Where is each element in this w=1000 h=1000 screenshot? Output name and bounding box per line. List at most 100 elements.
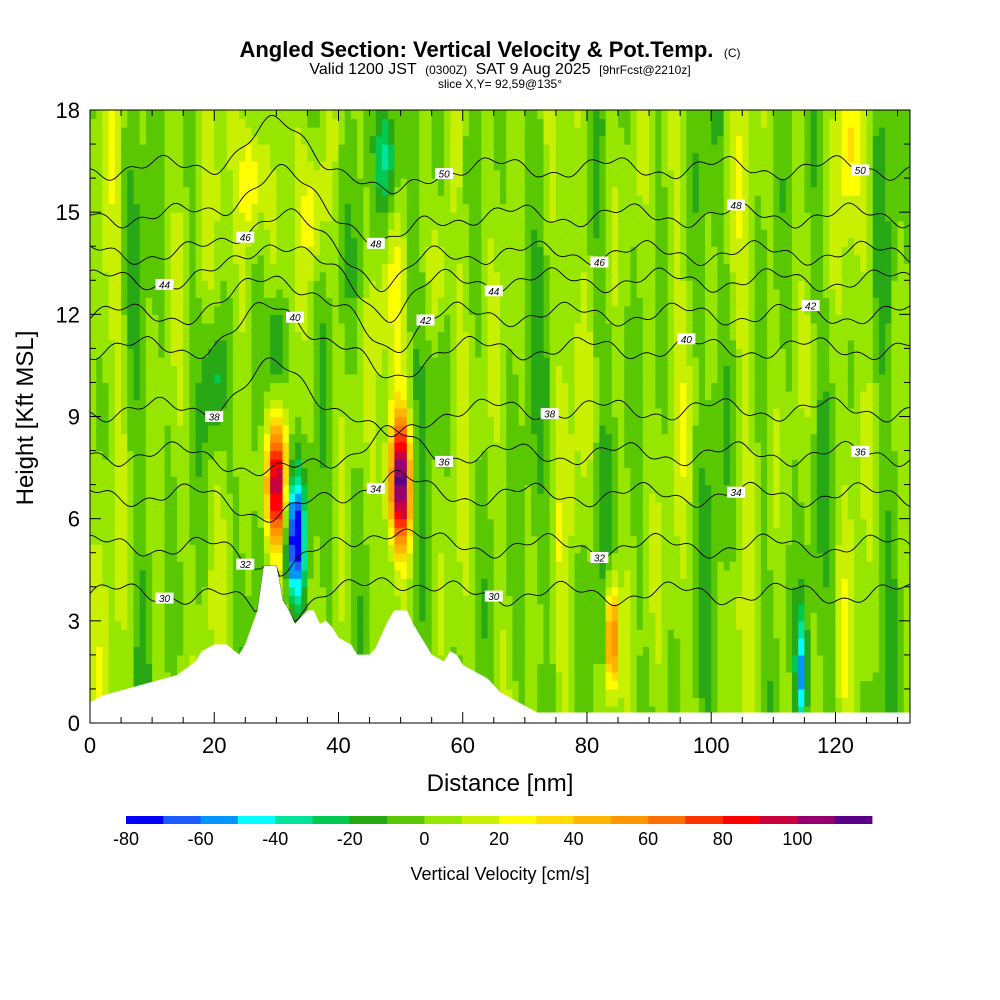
field-cell	[437, 399, 445, 409]
field-cell	[96, 501, 104, 511]
field-cell	[220, 305, 228, 315]
field-cell	[96, 518, 104, 528]
field-cell	[493, 671, 501, 682]
field-cell	[450, 450, 458, 460]
field-cell	[226, 263, 234, 273]
field-cell	[288, 195, 296, 205]
field-cell	[431, 561, 439, 571]
field-cell	[307, 561, 315, 571]
field-cell	[444, 416, 451, 426]
field-cell	[251, 407, 259, 418]
field-cell	[145, 118, 153, 128]
field-cell	[425, 595, 433, 605]
field-cell	[350, 620, 358, 630]
field-cell	[183, 263, 190, 273]
field-cell	[357, 612, 364, 622]
field-cell	[512, 186, 520, 196]
field-cell	[350, 195, 358, 205]
field-cell	[220, 484, 228, 494]
field-cell	[90, 169, 97, 179]
field-cell	[468, 144, 476, 154]
field-cell	[195, 203, 203, 213]
field-cell	[96, 595, 104, 605]
field-cell	[183, 135, 190, 145]
field-cell	[338, 493, 346, 503]
field-cell	[201, 603, 209, 613]
field-cell	[381, 229, 389, 239]
field-cell	[468, 544, 476, 554]
field-cell	[419, 535, 427, 545]
field-cell	[282, 484, 290, 494]
field-cell	[170, 620, 178, 630]
field-cell	[226, 527, 234, 537]
field-cell	[307, 178, 315, 188]
field-cell	[195, 246, 203, 256]
field-cell	[90, 518, 97, 528]
field-cell	[307, 331, 315, 341]
field-cell	[220, 569, 228, 579]
field-cell	[251, 493, 259, 503]
field-cell	[518, 680, 526, 690]
field-cell	[369, 476, 377, 486]
field-cell	[319, 416, 327, 426]
field-cell	[344, 365, 352, 375]
field-cell	[344, 118, 352, 128]
field-cell	[232, 263, 240, 273]
field-cell	[431, 493, 439, 503]
field-cell	[493, 271, 501, 281]
field-cell	[512, 348, 520, 358]
field-cell	[475, 578, 482, 588]
field-cell	[121, 450, 128, 460]
field-cell	[400, 476, 408, 486]
field-cell	[183, 348, 190, 358]
field-cell	[301, 603, 309, 613]
field-cell	[108, 186, 116, 196]
field-cell	[319, 331, 327, 341]
field-cell	[431, 339, 439, 349]
field-cell	[133, 288, 141, 298]
field-cell	[512, 203, 520, 213]
field-cell	[394, 510, 402, 520]
field-cell	[176, 246, 184, 256]
field-cell	[506, 382, 514, 392]
field-cell	[462, 467, 470, 477]
field-cell	[145, 144, 153, 154]
field-cell	[375, 382, 383, 392]
field-cell	[369, 118, 377, 128]
field-cell	[468, 127, 476, 137]
field-cell	[344, 339, 352, 349]
field-cell	[468, 229, 476, 239]
field-cell	[357, 578, 364, 588]
field-cell	[487, 654, 495, 664]
field-cell	[226, 416, 234, 426]
field-cell	[444, 586, 451, 596]
field-cell	[145, 152, 153, 162]
field-cell	[127, 161, 135, 171]
field-cell	[493, 425, 501, 435]
field-cell	[214, 161, 222, 171]
field-cell	[388, 476, 395, 486]
field-cell	[127, 552, 135, 562]
field-cell	[96, 237, 104, 247]
field-cell	[487, 493, 495, 503]
field-cell	[127, 433, 135, 443]
field-cell	[176, 612, 184, 622]
field-cell	[102, 552, 110, 562]
field-cell	[413, 263, 420, 273]
field-cell	[257, 297, 265, 307]
field-cell	[493, 518, 501, 528]
field-cell	[456, 629, 464, 639]
field-cell	[506, 612, 514, 622]
field-cell	[326, 467, 333, 477]
field-cell	[139, 152, 147, 162]
field-cell	[90, 237, 97, 247]
field-cell	[176, 161, 184, 171]
field-cell	[500, 501, 507, 511]
field-cell	[369, 390, 377, 401]
field-cell	[313, 271, 321, 281]
field-cell	[431, 612, 439, 622]
field-cell	[394, 263, 402, 273]
field-cell	[121, 680, 128, 690]
field-cell	[127, 425, 135, 435]
field-cell	[133, 476, 141, 486]
